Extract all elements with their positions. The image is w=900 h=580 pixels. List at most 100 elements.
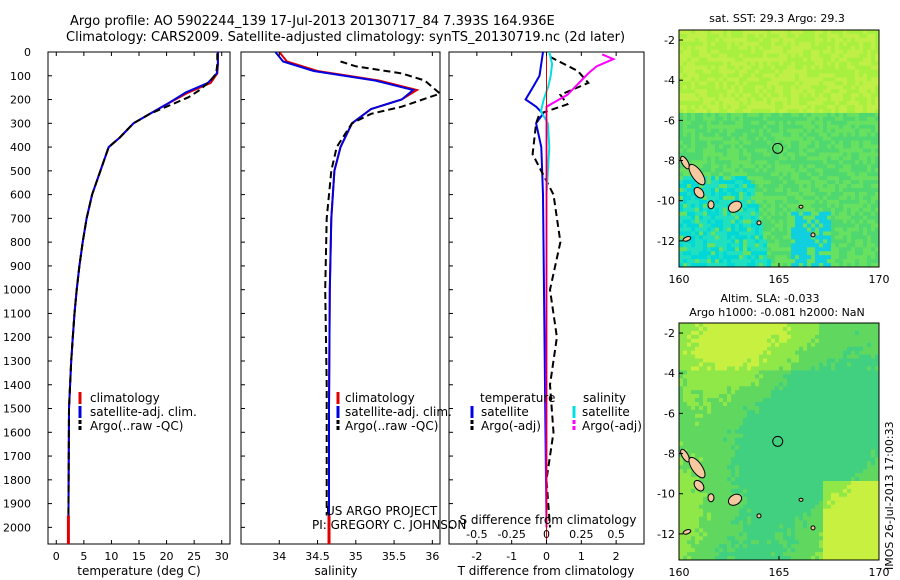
map-cell (707, 101, 712, 106)
map-cell (695, 49, 700, 55)
map-cell (803, 370, 808, 375)
map-cell (723, 101, 728, 106)
map-cell (863, 402, 868, 407)
map-cell (839, 57, 844, 62)
map-cell (859, 215, 864, 220)
map-cell (787, 374, 792, 379)
map-cell (743, 390, 748, 395)
map-cell (739, 180, 744, 185)
map-cell (803, 417, 808, 423)
map-cell (751, 409, 756, 415)
map-cell (743, 243, 748, 248)
map-cell (847, 437, 852, 442)
map-cell (707, 109, 712, 114)
map-cell (715, 93, 720, 98)
map-cell (871, 398, 876, 403)
map-cell (723, 239, 728, 244)
map-cell (751, 219, 756, 224)
map-cell (715, 203, 720, 209)
map-cell (839, 164, 844, 169)
map-cell (799, 191, 804, 197)
map-cell (875, 69, 880, 74)
sst-map-title: sat. SST: 29.3 Argo: 29.3 (709, 12, 845, 25)
map-cell (727, 211, 732, 217)
map-cell (783, 144, 788, 149)
map-cell (787, 394, 792, 399)
map-cell (795, 124, 800, 130)
map-cell (707, 350, 712, 355)
map-cell (743, 195, 748, 201)
map-cell (727, 180, 732, 185)
map-cell (787, 180, 792, 185)
map-cell (871, 330, 876, 336)
map-cell (863, 132, 868, 138)
map-cell (871, 164, 876, 169)
map-cell (799, 425, 804, 431)
map-cell (691, 30, 696, 35)
map-cell (843, 93, 848, 98)
map-cell (779, 73, 784, 78)
map-cell (819, 109, 824, 114)
x-tick-label: 35.5 (382, 550, 407, 563)
map-cell (703, 207, 708, 213)
map-cell (747, 180, 752, 185)
map-cell (867, 195, 872, 201)
map-cell (815, 453, 820, 458)
map-cell (759, 172, 764, 177)
map-cell (727, 429, 732, 434)
map-cell (819, 81, 824, 86)
map-cell (719, 168, 724, 173)
map-cell (779, 112, 784, 118)
map-cell (759, 326, 764, 332)
map-cell (719, 69, 724, 74)
map-cell (763, 144, 768, 149)
map-cell (763, 152, 768, 157)
map-cell (855, 417, 860, 423)
map-cell (711, 378, 716, 383)
map-cell (719, 30, 724, 35)
map-cell (827, 61, 832, 66)
map-cell (807, 326, 812, 332)
map-cell (811, 338, 816, 344)
map-cell (755, 227, 760, 232)
map-cell (711, 89, 716, 94)
map-cell (803, 180, 808, 185)
map-cell (767, 61, 772, 66)
map-cell (791, 326, 796, 332)
map-cell (839, 453, 844, 458)
map-cell (715, 326, 720, 332)
map-cell (683, 89, 688, 94)
map-cell (859, 136, 864, 141)
map-cell (847, 37, 852, 43)
map-cell (695, 429, 700, 434)
map-cell (759, 350, 764, 355)
map-cell (679, 398, 684, 403)
difference-legend: temperature salinity satellite Argo(-adj… (470, 391, 642, 433)
map-cell (735, 191, 740, 197)
map-cell (871, 425, 876, 431)
map-cell (823, 49, 828, 55)
map-cell (875, 330, 880, 336)
map-cell (867, 211, 872, 217)
map-cell (723, 112, 728, 118)
map-cell (803, 152, 808, 157)
map-cell (843, 449, 848, 454)
depth-tick-label: 1800 (3, 474, 31, 487)
map-cell (759, 57, 764, 62)
map-cell (703, 386, 708, 391)
map-cell (807, 124, 812, 130)
map-cell (743, 247, 748, 252)
map-cell (807, 191, 812, 197)
map-cell (831, 211, 836, 217)
map-cell (811, 81, 816, 86)
map-cell (707, 255, 712, 260)
map-cell (743, 30, 748, 35)
map-cell (739, 53, 744, 59)
map-cell (811, 358, 816, 363)
map-cell (763, 184, 768, 189)
map-cell (743, 370, 748, 375)
map-cell (747, 374, 752, 379)
map-cell (735, 263, 740, 268)
map-cell (819, 128, 824, 134)
map-cell (755, 207, 760, 213)
